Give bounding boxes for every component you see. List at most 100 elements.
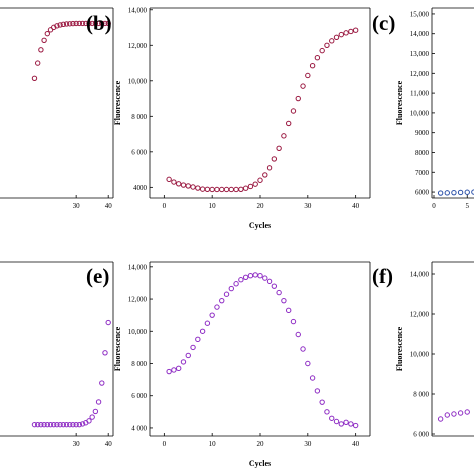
data-point — [464, 409, 470, 415]
y-tick-label: 8 000 — [131, 360, 147, 368]
data-point — [51, 421, 57, 428]
y-tick-label: 6 000 — [413, 431, 429, 439]
data-point — [247, 272, 254, 279]
y-tick-label: 14,000 — [410, 30, 430, 38]
y-tick-label: 6 000 — [131, 148, 147, 156]
data-point — [34, 60, 41, 66]
y-tick-label: 9000 — [415, 129, 430, 137]
data-point — [309, 375, 316, 381]
panel-label-f: (f) — [372, 264, 393, 288]
data-point — [319, 47, 325, 54]
data-point — [185, 352, 191, 359]
data-point — [324, 42, 330, 48]
x-tick-label: 20 — [257, 440, 265, 448]
data-point — [262, 172, 268, 178]
data-point — [343, 30, 349, 36]
x-tick-label: 40 — [352, 440, 360, 448]
data-point — [223, 291, 230, 297]
data-point — [247, 183, 254, 190]
data-point — [329, 415, 335, 421]
panel-label-b: (b) — [86, 11, 112, 35]
y-axis-title: Fluorescence — [113, 80, 122, 125]
data-point — [276, 145, 282, 151]
data-point — [457, 410, 464, 416]
y-tick-label: 8 000 — [131, 113, 147, 121]
data-point — [195, 336, 201, 343]
y-tick-label: 8 000 — [413, 391, 429, 399]
data-point — [204, 320, 211, 326]
x-tick-label: 30 — [304, 440, 312, 448]
data-point — [105, 319, 111, 326]
data-point — [166, 176, 172, 183]
x-tick-label: 0 — [432, 202, 436, 210]
x-tick-label: 20 — [257, 202, 265, 210]
data-point — [314, 55, 321, 61]
data-point — [437, 190, 444, 196]
data-point — [464, 189, 470, 195]
data-point — [41, 37, 47, 43]
data-point — [76, 20, 83, 27]
x-tick-label: 10 — [209, 202, 217, 210]
data-point — [70, 421, 76, 428]
panel-label-c: (c) — [372, 11, 395, 35]
data-point — [338, 31, 345, 38]
data-point — [190, 184, 196, 190]
data-point — [333, 418, 340, 425]
data-point — [190, 344, 196, 351]
y-tick-label: 12,000 — [410, 70, 430, 78]
data-point — [92, 408, 99, 415]
data-point — [99, 380, 105, 386]
data-point — [252, 181, 258, 187]
data-point — [47, 421, 54, 428]
data-point — [83, 20, 89, 27]
data-point — [266, 165, 273, 171]
data-point — [73, 421, 79, 428]
data-point — [444, 190, 450, 196]
data-point — [305, 360, 311, 367]
chart-panel-e: 0 10 20 30 40 4 000 6 000 8 000 10,000 12,000 14,0… — [113, 261, 371, 468]
data-point — [175, 181, 182, 187]
data-point — [86, 418, 92, 424]
data-point — [44, 30, 51, 37]
panel-label-e: (e) — [86, 264, 109, 288]
data-point — [57, 421, 63, 428]
y-tick-label: 10,000 — [410, 109, 430, 117]
data-point — [290, 108, 297, 114]
data-point — [238, 277, 244, 283]
data-point — [348, 421, 354, 427]
y-axis-title: Fluorescence — [395, 326, 404, 371]
chart-panel-c: 0 5 6000 7000 8000 9000 10,000 11,000 12,000 13,0… — [395, 7, 474, 210]
data-point — [257, 177, 263, 183]
data-point — [290, 318, 297, 325]
data-point — [166, 368, 172, 375]
data-point — [285, 307, 292, 314]
data-point — [89, 414, 95, 420]
data-point — [67, 421, 73, 428]
data-point — [295, 331, 301, 338]
y-tick-label: 11,000 — [410, 90, 429, 98]
data-point — [305, 72, 311, 79]
data-point — [76, 421, 83, 428]
data-point — [262, 275, 268, 281]
chart-panel-f: 6 000 8 000 10,000 12,000 14,000 Fluorescence — [395, 261, 474, 439]
data-point — [86, 20, 92, 27]
data-point — [281, 297, 287, 304]
data-point — [281, 133, 287, 139]
data-point — [223, 186, 230, 193]
data-point — [204, 186, 211, 192]
data-point — [214, 186, 220, 193]
data-point — [95, 399, 102, 405]
y-tick-label: 6000 — [415, 189, 430, 197]
data-point — [171, 179, 177, 185]
data-point — [79, 20, 86, 27]
data-point — [266, 278, 273, 285]
x-tick-label: 30 — [304, 202, 312, 210]
data-point — [329, 38, 335, 44]
data-point — [238, 186, 244, 192]
x-tick-label: 40 — [352, 202, 360, 210]
x-tick-label: 0 — [163, 202, 167, 210]
y-tick-label: 10,000 — [410, 351, 430, 359]
data-point — [105, 20, 111, 27]
data-point — [257, 272, 263, 279]
chart-panel-b: 0 10 20 30 40 4000 6 000 8 000 10,000 12,000 14,00… — [113, 6, 371, 230]
